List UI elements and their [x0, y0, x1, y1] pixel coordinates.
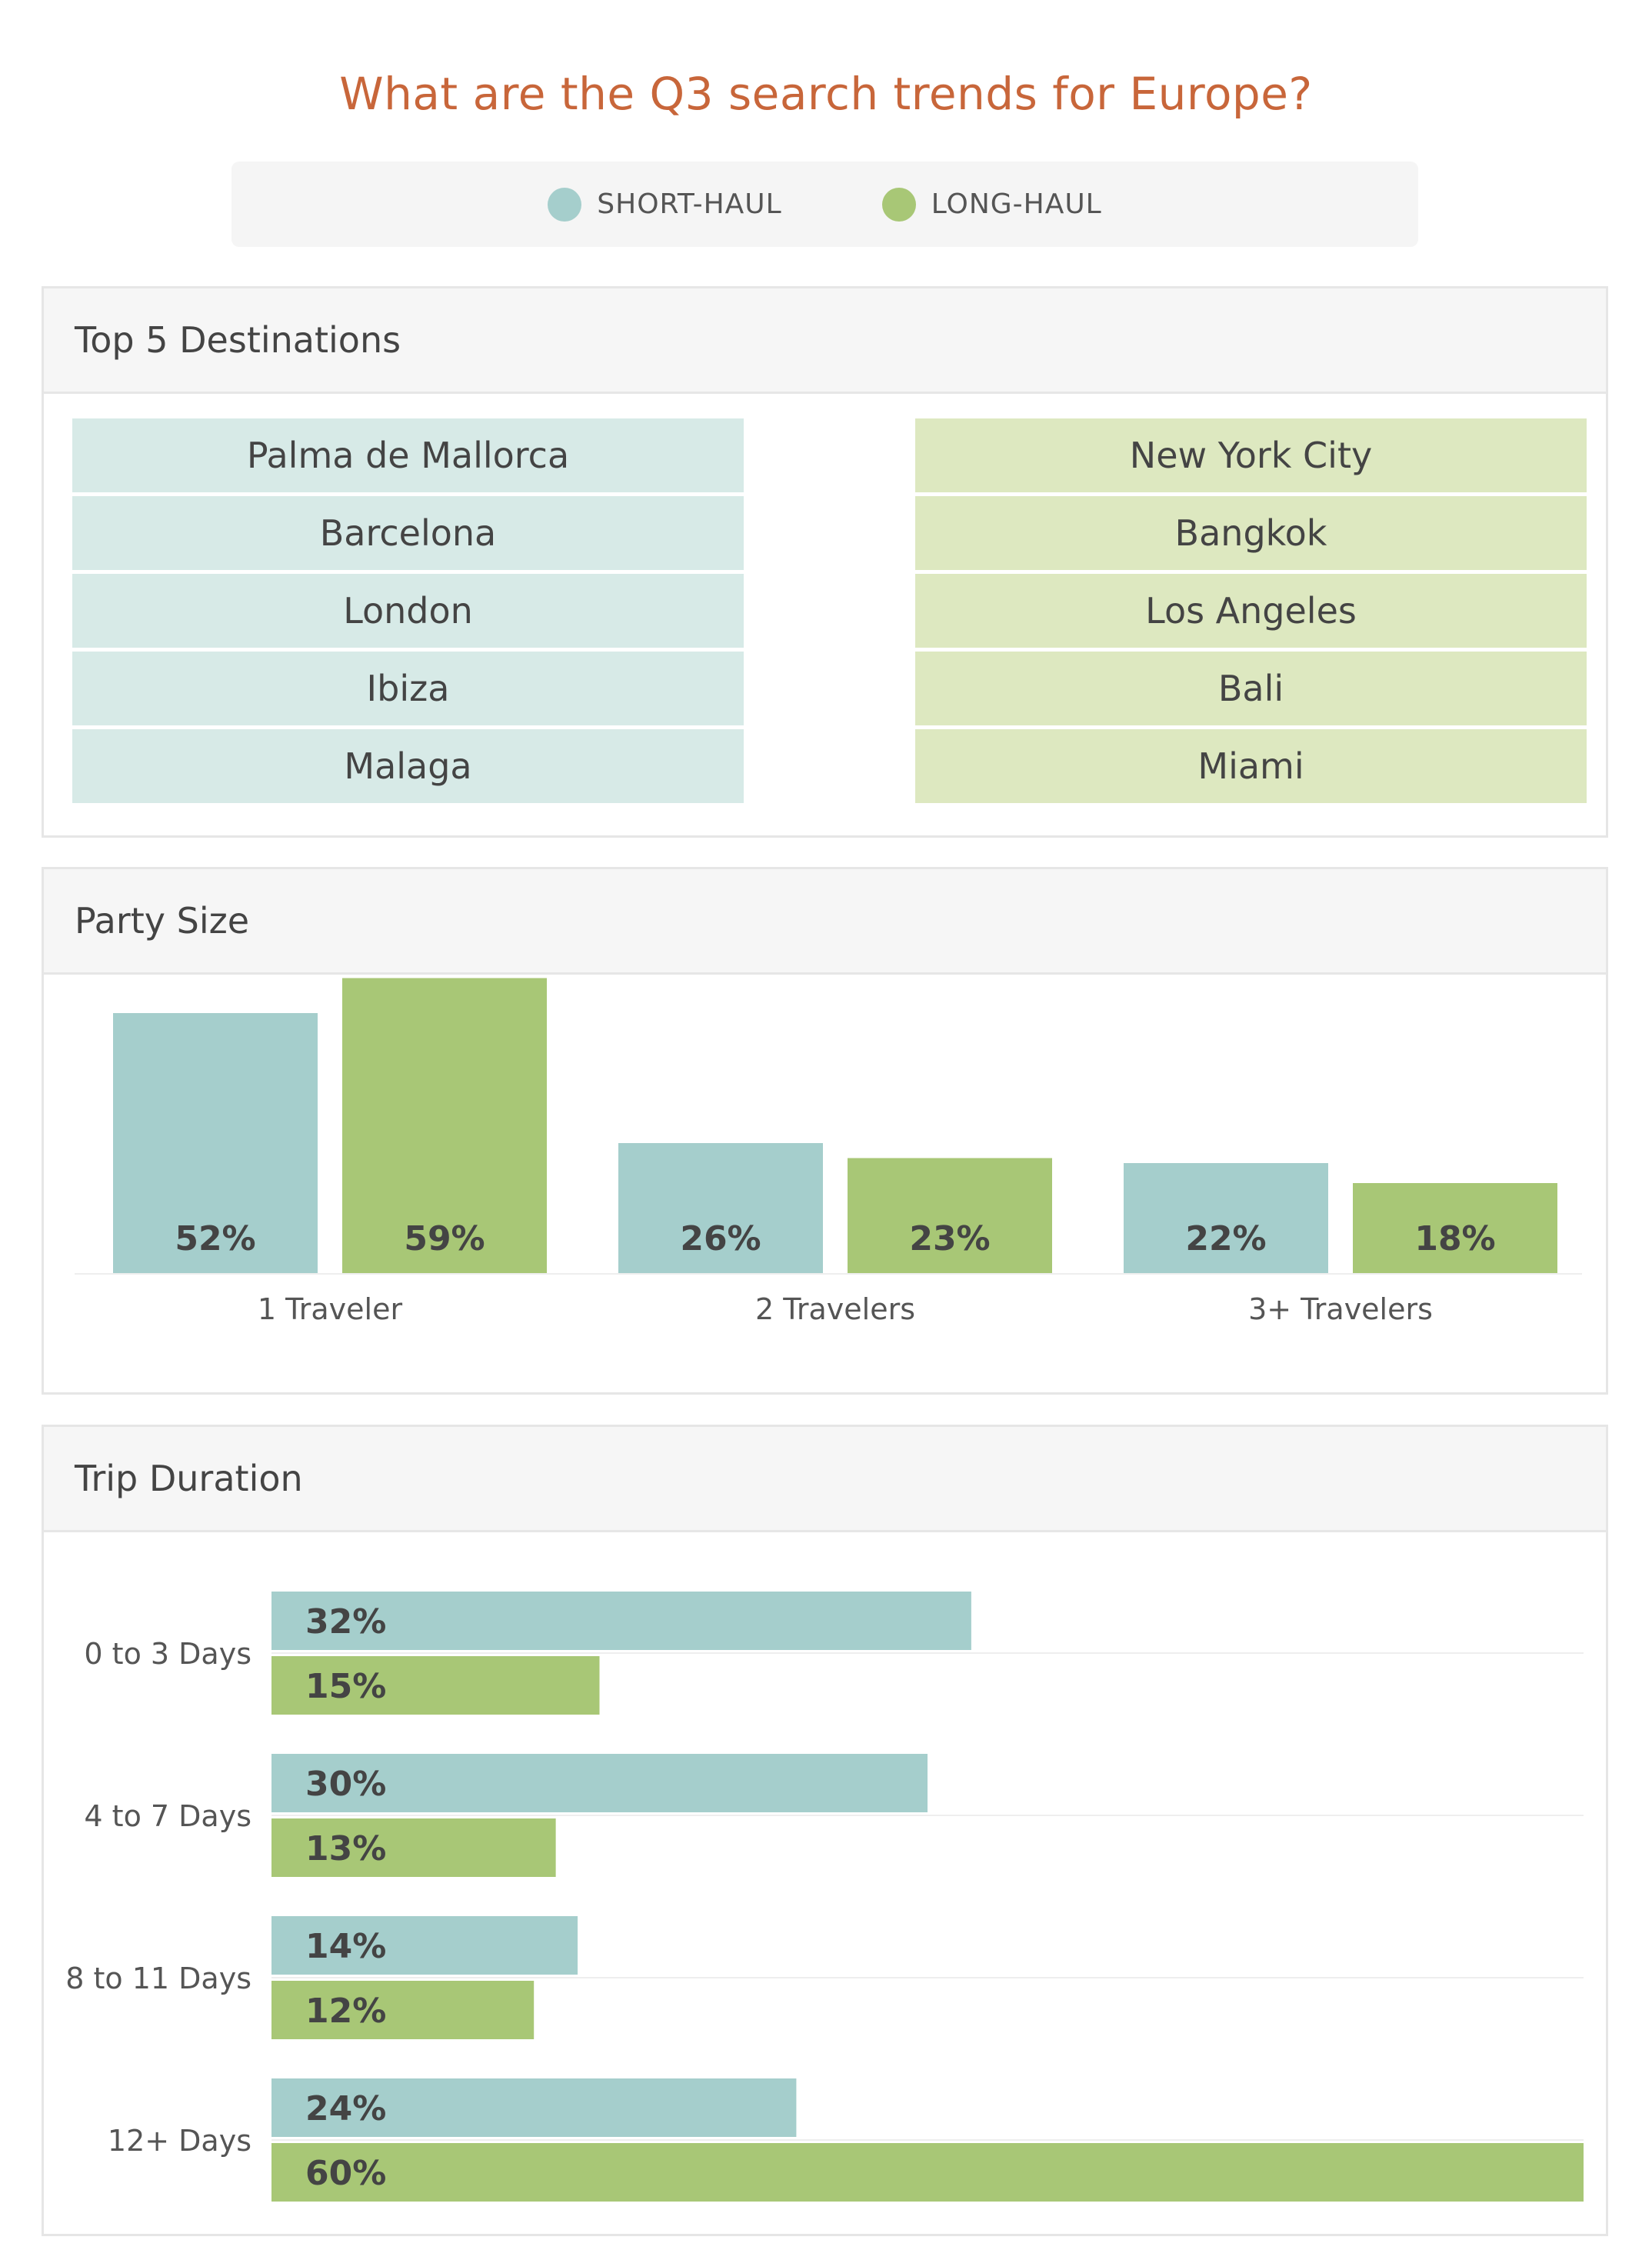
trip-bar — [271, 1818, 556, 1877]
party-category-label: 1 Traveler — [258, 1292, 403, 1326]
trip-bar-label: 15% — [305, 1667, 386, 1706]
trip-bar-label: 14% — [305, 1927, 386, 1966]
party-size-chart: 52% 59%1 Traveler 26% 23% 2 Travelers 22% 18% 3… — [75, 978, 1582, 1326]
trip-bar — [271, 1656, 600, 1715]
trip-bar-label: 13% — [305, 1829, 386, 1868]
party-bar-label: 22% — [1185, 1219, 1266, 1258]
trip-bar — [271, 1916, 578, 1975]
party-bar — [113, 1013, 318, 1273]
party-category-label: 2 Travelers — [755, 1292, 915, 1326]
trip-category-label: 4 to 7 Days — [84, 1799, 251, 1833]
trip-duration-title: Trip Duration — [75, 1458, 303, 1499]
party-bar-label: 26% — [680, 1219, 761, 1258]
legend-item-short-haul: SHORT-HAUL — [548, 187, 782, 222]
legend-label-long-haul: LONG-HAUL — [931, 188, 1102, 220]
legend-dot-long-haul — [881, 187, 916, 222]
party-size-panel: Party Size 52% 59% 1 Traveler 26% 23% 2 Trave… — [42, 867, 1608, 1395]
long-haul-destinations: New York City Bangkok Los Angeles Bali M… — [915, 418, 1587, 807]
page-title: What are the Q3 search trends for Europe… — [339, 68, 1313, 120]
party-bar-label: 59% — [404, 1219, 485, 1258]
trip-bar — [271, 1592, 971, 1650]
long-haul-destination: Los Angeles — [915, 574, 1587, 648]
short-haul-destination: London — [72, 574, 744, 648]
long-haul-destination: Bangkok — [915, 496, 1587, 570]
short-haul-destination: Malaga — [72, 729, 744, 803]
trip-duration-header: Trip Duration — [44, 1427, 1606, 1532]
trip-duration-chart: 32% 15% 0 to 3 Days 30% 13% 4 to 7 Days 14% 12%… — [65, 1592, 1584, 2202]
party-bar — [1353, 1183, 1557, 1273]
trip-bar — [271, 1754, 928, 1812]
party-bar — [618, 1143, 823, 1273]
short-haul-destination: Palma de Mallorca — [72, 418, 744, 492]
trip-duration-panel: Trip Duration 32% 15% 0 to 3 Days 30% 13% 4 t… — [42, 1425, 1608, 2236]
short-haul-destination: Barcelona — [72, 496, 744, 570]
trip-bar — [271, 2143, 1584, 2202]
party-bar-label: 52% — [175, 1219, 255, 1258]
party-category-label: 3+ Travelers — [1248, 1292, 1433, 1326]
party-size-header: Party Size — [44, 869, 1606, 975]
short-haul-destination: Ibiza — [72, 652, 744, 725]
trip-bar-label: 12% — [305, 1992, 386, 2031]
trip-category-label: 8 to 11 Days — [65, 1962, 251, 1995]
destinations-header: Top 5 Destinations — [44, 288, 1606, 394]
legend: SHORT-HAUL LONG-HAUL — [231, 162, 1418, 247]
trip-category-label: 12+ Days — [108, 2124, 251, 2158]
short-haul-destinations: Palma de Mallorca Barcelona London Ibiza… — [72, 418, 744, 807]
party-bar-label: 18% — [1414, 1219, 1495, 1258]
trip-category-label: 0 to 3 Days — [84, 1637, 251, 1671]
legend-dot-short-haul — [548, 187, 582, 222]
long-haul-destination: New York City — [915, 418, 1587, 492]
long-haul-destination: Bali — [915, 652, 1587, 725]
trip-bar-label: 30% — [305, 1765, 386, 1804]
legend-item-long-haul: LONG-HAUL — [881, 187, 1102, 222]
legend-label-short-haul: SHORT-HAUL — [597, 188, 782, 220]
trip-bar-label: 24% — [305, 2089, 386, 2128]
trip-bar — [271, 1981, 535, 2039]
trip-bar-label: 32% — [305, 1602, 386, 1642]
party-bar — [342, 978, 547, 1273]
trip-bar — [271, 2078, 797, 2137]
trip-bar-label: 60% — [305, 2154, 386, 2193]
party-size-title: Party Size — [75, 900, 250, 942]
destinations-title: Top 5 Destinations — [75, 319, 401, 361]
long-haul-destination: Miami — [915, 729, 1587, 803]
destinations-panel: Top 5 Destinations Palma de Mallorca Bar… — [42, 286, 1608, 838]
party-bar — [1124, 1163, 1328, 1273]
party-bar-label: 23% — [909, 1219, 990, 1258]
party-bar — [848, 1158, 1052, 1273]
